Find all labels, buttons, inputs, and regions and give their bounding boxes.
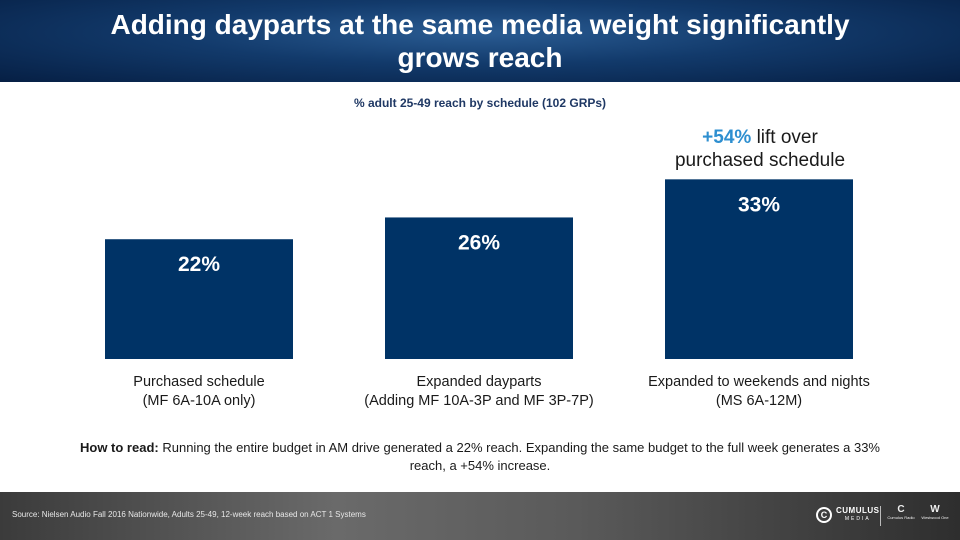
page-title: Adding dayparts at the same media weight… [110,9,850,73]
how-to-read: How to read: Running the entire budget i… [70,439,890,475]
bar-value-label-3: 33% [738,193,780,216]
how-to-read-text: Running the entire budget in AM drive ge… [158,440,880,473]
footer: Source: Nielsen Audio Fall 2016 Nationwi… [0,492,960,540]
westwood-one-icon: W [930,504,940,515]
how-to-read-label: How to read: [80,440,159,455]
cumulus-radio-icon: C [897,504,905,515]
lift-text-line2: purchased schedule [674,150,846,171]
cumulus-logo-icon: C [816,507,832,523]
category-label-2-line-1: Expanded dayparts [417,374,542,390]
cumulus-logo-word: CUMULUS [836,506,880,515]
bar-value-label-1: 22% [178,253,220,276]
cumulus-radio-text: Cumulus Radio [887,515,915,520]
header-banner: Adding dayparts at the same media weight… [0,0,960,82]
westwood-one-logo: W Westwood One [921,504,949,520]
bar-1 [105,239,293,359]
logo-divider [880,506,881,526]
lift-annotation: +54% lift over purchased schedule [630,126,890,172]
bar-value-label-2: 26% [458,231,500,254]
source-note: Source: Nielsen Audio Fall 2016 Nationwi… [12,510,366,519]
cumulus-logo-sub: MEDIA [844,516,871,522]
chart-title: % adult 25-49 reach by schedule (102 GRP… [353,96,607,110]
bar-3 [665,179,853,359]
category-label-3-line-2: (MS 6A-12M) [716,393,802,409]
westwood-one-text: Westwood One [921,515,949,520]
category-label-1-line-1: Purchased schedule [133,374,264,390]
category-label-2-line-2: (Adding MF 10A-3P and MF 3P-7P) [364,393,593,409]
category-label-3-line-1: Expanded to weekends and nights [648,374,870,390]
cumulus-media-logo: C CUMULUS MEDIA [816,506,880,524]
cumulus-radio-logo: C Cumulus Radio [887,504,915,520]
bar-2 [385,217,573,359]
lift-highlight: +54% [702,127,752,148]
category-label-1-line-2: (MF 6A-10A only) [143,393,256,409]
lift-text-line1: lift over [751,127,818,148]
